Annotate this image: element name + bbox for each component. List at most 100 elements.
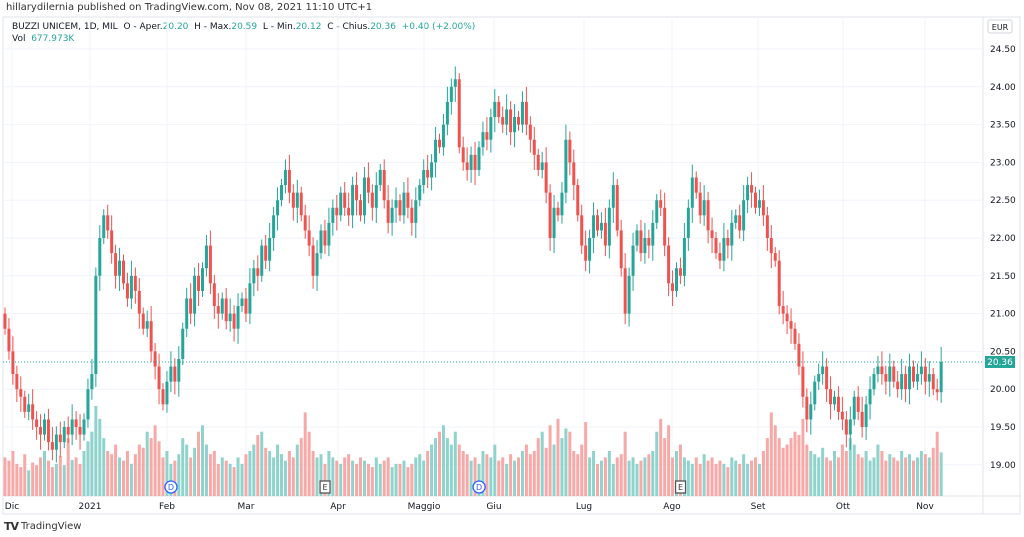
candle-body (544, 162, 548, 193)
volume-bar (588, 457, 592, 496)
volume-bar (362, 460, 366, 496)
candle-body (351, 185, 355, 216)
candle-body (568, 139, 572, 163)
candle-body (204, 245, 208, 269)
candle-body (177, 358, 181, 382)
candle-body (765, 215, 769, 238)
candle-body (588, 238, 592, 261)
volume-bar (915, 457, 919, 496)
candle-body (441, 124, 445, 148)
volume-bar (777, 438, 781, 496)
candle-body (560, 192, 564, 216)
candle-body (418, 185, 422, 201)
volume-bar (129, 463, 133, 496)
candle-body (619, 230, 623, 269)
volume-bar (173, 460, 177, 496)
candle-body (844, 419, 848, 435)
volume-bar (244, 454, 248, 496)
x-tick-label: Mar (238, 502, 255, 512)
candle-body (896, 381, 900, 390)
candle-body (58, 434, 62, 443)
volume-bar (343, 457, 347, 496)
volume-bar (58, 456, 62, 496)
candle-body (264, 245, 268, 261)
candle-body (489, 117, 493, 140)
volume-bar (339, 463, 343, 496)
volume-bar (896, 460, 900, 496)
earnings-event-icon[interactable] (319, 480, 331, 494)
candle-body (260, 245, 264, 276)
y-tick-label: 19.50 (990, 423, 1016, 433)
candle-body (473, 154, 477, 170)
last-price-badge (985, 355, 1015, 368)
candle-body (647, 238, 651, 246)
volume-bar (785, 444, 789, 496)
volume-bar (11, 451, 15, 496)
volume-bar (260, 431, 264, 496)
volume-bar (655, 431, 659, 496)
candle-body (347, 207, 351, 216)
dividend-event-icon[interactable] (472, 480, 486, 494)
candle-body (481, 132, 485, 148)
volume-bar (627, 460, 631, 496)
change-value: +0.40 (+2.00%) (401, 22, 476, 32)
candle-body (710, 230, 714, 238)
volume-bar (102, 438, 106, 496)
currency-badge[interactable] (987, 19, 1013, 34)
volume-bar (919, 451, 923, 496)
candle-body (856, 396, 860, 412)
volume-bar (651, 451, 655, 496)
candle-body (232, 313, 236, 329)
candle-body (7, 328, 11, 352)
volume-bar (287, 451, 291, 496)
candle-body (915, 374, 919, 382)
volume-bar (449, 444, 453, 496)
volume-bar (272, 457, 276, 496)
candle-body (793, 328, 797, 344)
candle-body (769, 238, 773, 254)
volume-value: 677.973K (31, 34, 75, 44)
volume-bar (532, 451, 536, 496)
candle-body (133, 275, 137, 291)
candle-body (821, 366, 825, 375)
volume-bar (220, 457, 224, 496)
volume-bar (169, 463, 173, 496)
symbol-label[interactable]: BUZZI UNICEM, 1D, MIL (12, 22, 118, 32)
volume-bar (797, 434, 801, 496)
candle-body (268, 238, 272, 261)
candle-body (576, 185, 580, 216)
volume-bar (473, 457, 477, 496)
volume-bar (335, 460, 339, 496)
volume-bar (386, 457, 390, 496)
y-tick-label: 21.00 (990, 310, 1016, 320)
volume-bar (560, 438, 564, 496)
volume-bar (283, 460, 287, 496)
volume-bar (366, 463, 370, 496)
candle-body (161, 389, 165, 405)
candle-body (35, 419, 39, 427)
candles (3, 66, 943, 463)
volume-bar (31, 462, 35, 496)
volume-bar (829, 460, 833, 496)
volume-bar (754, 457, 757, 496)
tradingview-brand[interactable]: TV TradingView (4, 520, 81, 533)
candle-body (74, 419, 78, 427)
candle-body (153, 351, 157, 367)
volume-bar (524, 444, 528, 496)
candle-body (750, 185, 754, 193)
candle-body (201, 268, 204, 291)
candle-body (754, 192, 757, 208)
candle-body (54, 434, 58, 450)
candle-body (410, 207, 414, 223)
low-value: 20.12 (295, 22, 322, 32)
dividend-event-icon[interactable] (164, 480, 178, 494)
candle-body (797, 343, 801, 367)
volume-bar (675, 451, 678, 496)
candle-body (240, 298, 244, 307)
volume-bar (706, 460, 710, 496)
earnings-event-icon[interactable] (674, 480, 687, 494)
candle-body (78, 427, 82, 435)
candle-body (70, 419, 74, 435)
candle-body (505, 109, 509, 125)
